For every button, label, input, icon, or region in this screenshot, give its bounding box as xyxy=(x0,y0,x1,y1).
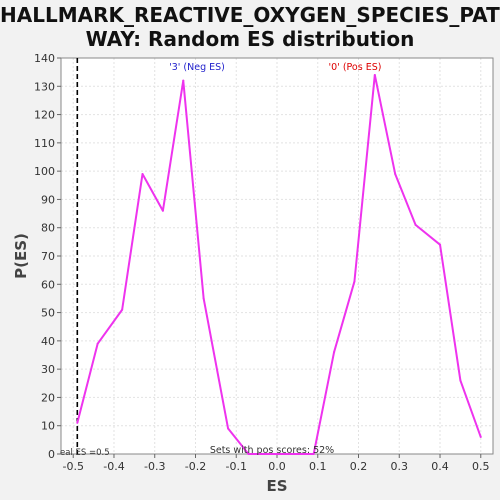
y-tick-label: 130 xyxy=(34,80,55,93)
data-point xyxy=(227,427,230,430)
data-point xyxy=(96,342,99,345)
data-point xyxy=(479,436,482,439)
x-tick-label: -0.5 xyxy=(62,460,83,473)
y-tick-label: 30 xyxy=(41,363,55,376)
series-points xyxy=(76,73,482,455)
axis-ticks: 0 10 20 30 40 50 60 70 80 90 100 110 120 130 140 -0.5 -0… xyxy=(34,52,490,473)
y-tick-label: 90 xyxy=(41,193,55,206)
data-point xyxy=(121,308,124,311)
data-point xyxy=(161,209,164,212)
chart-title-line-1: HALLMARK_REACTIVE_OXYGEN_SPECIES_PATH xyxy=(0,3,500,27)
x-tick-label: 0.2 xyxy=(350,460,368,473)
data-point xyxy=(276,453,278,455)
x-tick-label: -0.3 xyxy=(144,460,165,473)
x-tick-label: 0.4 xyxy=(431,460,449,473)
data-point xyxy=(247,453,250,455)
x-tick-label: -0.2 xyxy=(185,460,206,473)
y-tick-label: 60 xyxy=(41,278,55,291)
data-point xyxy=(312,453,315,455)
y-tick-label: 140 xyxy=(34,52,55,65)
grid-lines xyxy=(61,57,493,455)
y-tick-label: 10 xyxy=(41,420,55,433)
y-tick-label: 50 xyxy=(41,307,55,320)
pos-scores-text: Sets with pos scores: 52% xyxy=(210,445,334,456)
data-point xyxy=(141,172,144,175)
x-tick-label: 0.0 xyxy=(268,460,286,473)
y-tick-label: 70 xyxy=(41,250,55,263)
x-axis-label: ES xyxy=(266,477,287,495)
y-tick-label: 0 xyxy=(48,448,55,461)
data-point xyxy=(414,223,417,226)
x-tick-label: -0.4 xyxy=(103,460,124,473)
x-tick-label: 0.3 xyxy=(391,460,409,473)
y-tick-label: 110 xyxy=(34,137,55,150)
x-tick-label: 0.1 xyxy=(309,460,327,473)
data-point xyxy=(76,421,79,424)
y-axis-label: P(ES) xyxy=(12,233,30,279)
y-tick-label: 120 xyxy=(34,109,55,122)
y-tick-label: 40 xyxy=(41,335,55,348)
data-point xyxy=(373,73,376,76)
data-point xyxy=(333,351,336,354)
data-point xyxy=(182,79,185,82)
chart-title-line-2: WAY: Random ES distribution xyxy=(85,27,415,51)
data-point xyxy=(394,172,397,175)
data-point xyxy=(202,297,205,300)
data-point xyxy=(353,280,356,283)
observed-es-label: eal ES =0.5 xyxy=(60,448,110,458)
data-point xyxy=(459,379,462,382)
data-point xyxy=(439,243,442,246)
y-tick-label: 80 xyxy=(41,222,55,235)
x-tick-label: -0.1 xyxy=(226,460,247,473)
y-tick-label: 100 xyxy=(34,165,55,178)
x-tick-label: 0.5 xyxy=(472,460,490,473)
neg-es-label: '3' (Neg ES) xyxy=(169,62,225,73)
pos-es-label: '0' (Pos ES) xyxy=(329,62,382,73)
y-tick-label: 20 xyxy=(41,391,55,404)
